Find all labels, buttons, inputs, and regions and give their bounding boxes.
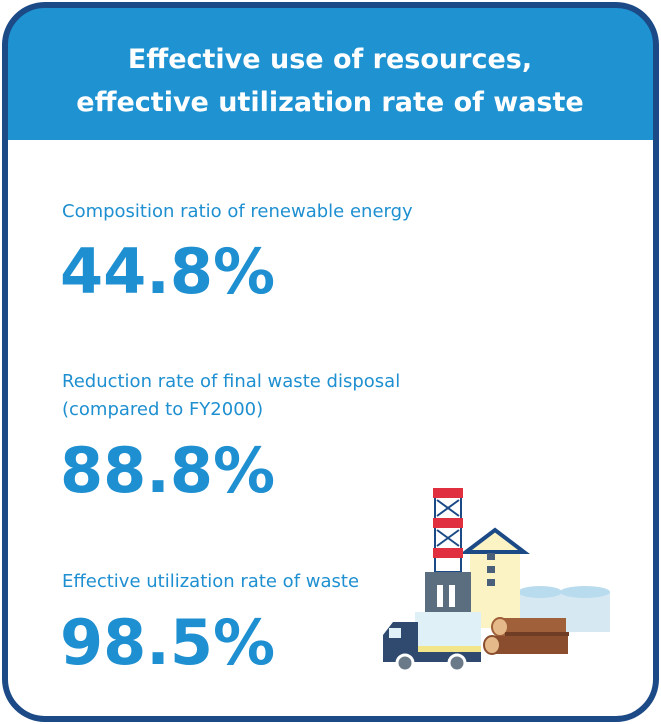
item-value: 44.8%	[60, 235, 275, 308]
item-label: (compared to FY2000)	[62, 399, 263, 420]
item-value: 98.5%	[60, 606, 275, 679]
title-line: effective utilization rate of waste	[76, 87, 583, 118]
item-label: Composition ratio of renewable energy	[62, 201, 413, 222]
item-label: Effective utilization rate of waste	[62, 571, 359, 592]
title-line: Effective use of resources,	[128, 44, 532, 75]
illustration	[383, 488, 610, 673]
item-label: Reduction rate of final waste disposal	[62, 371, 400, 392]
header-band	[5, 5, 656, 140]
item-value: 88.8%	[60, 434, 275, 507]
